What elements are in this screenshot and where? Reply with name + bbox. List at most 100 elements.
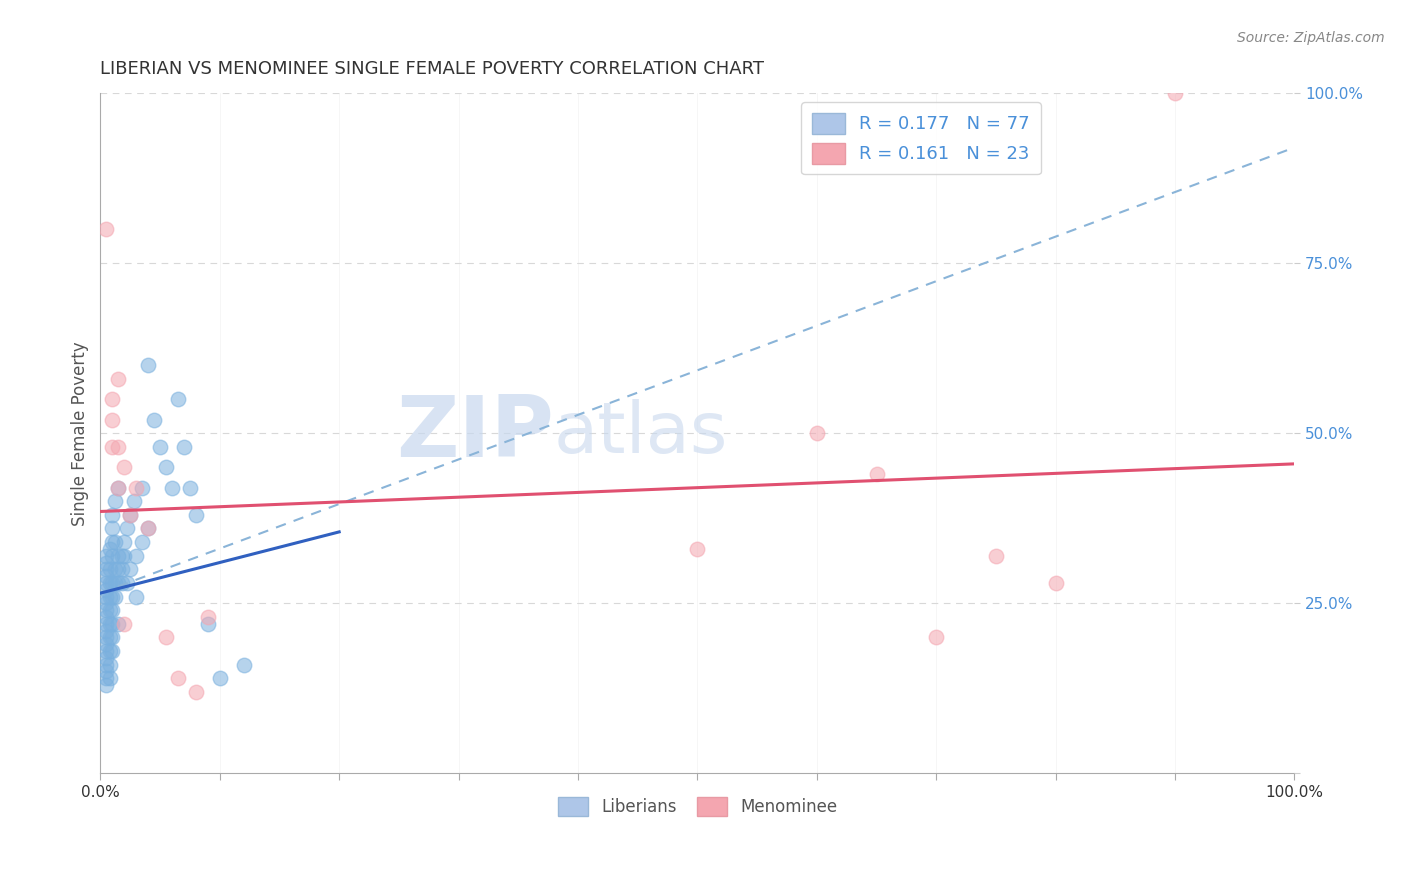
Point [98, 541, 121, 556]
Point [96, 222, 118, 236]
Point [184, 685, 207, 699]
Point [96, 616, 118, 631]
Point [136, 521, 159, 535]
Point [232, 657, 254, 672]
Point [131, 535, 153, 549]
Point [96, 665, 118, 679]
Point [197, 610, 219, 624]
Point [155, 460, 177, 475]
Point [98, 671, 121, 685]
Point [111, 576, 134, 591]
Point [98, 603, 121, 617]
Point [179, 481, 201, 495]
Point [96, 569, 118, 583]
Point [125, 549, 148, 563]
Point [104, 494, 127, 508]
Point [101, 508, 124, 522]
Point [149, 440, 172, 454]
Point [96, 596, 118, 610]
Point [96, 631, 118, 645]
Point [98, 631, 121, 645]
Point [111, 549, 134, 563]
Point [107, 481, 129, 495]
Point [112, 549, 135, 563]
Point [101, 440, 124, 454]
Point [98, 657, 121, 672]
Point [104, 590, 127, 604]
Point [112, 535, 135, 549]
Legend: Liberians, Menominee: Liberians, Menominee [551, 790, 844, 823]
Point [160, 481, 183, 495]
Point [98, 616, 121, 631]
Point [96, 671, 118, 685]
Point [96, 657, 118, 672]
Point [112, 460, 135, 475]
Point [96, 549, 118, 563]
Point [96, 582, 118, 597]
Point [125, 481, 148, 495]
Point [167, 671, 190, 685]
Y-axis label: Single Female Poverty: Single Female Poverty [72, 341, 89, 525]
Point [184, 508, 207, 522]
Point [101, 549, 124, 563]
Point [98, 562, 121, 576]
Point [101, 590, 124, 604]
Point [96, 576, 118, 591]
Point [107, 576, 129, 591]
Point [865, 467, 887, 481]
Point [208, 671, 231, 685]
Point [1164, 86, 1187, 100]
Point [984, 549, 1007, 563]
Point [136, 521, 159, 535]
Point [96, 562, 118, 576]
Point [173, 440, 195, 454]
Point [107, 549, 129, 563]
Point [98, 590, 121, 604]
Point [104, 576, 127, 591]
Point [101, 631, 124, 645]
Text: atlas: atlas [554, 399, 728, 467]
Point [155, 631, 177, 645]
Point [107, 372, 129, 386]
Point [120, 508, 142, 522]
Point [131, 481, 153, 495]
Point [107, 481, 129, 495]
Point [115, 521, 138, 535]
Point [101, 412, 124, 426]
Point [136, 358, 159, 372]
Point [112, 616, 135, 631]
Point [96, 624, 118, 638]
Point [104, 535, 127, 549]
Point [98, 644, 121, 658]
Point [96, 590, 118, 604]
Point [107, 440, 129, 454]
Point [115, 576, 138, 591]
Point [98, 576, 121, 591]
Point [96, 678, 118, 692]
Point [101, 603, 124, 617]
Point [101, 392, 124, 407]
Point [96, 610, 118, 624]
Point [120, 508, 142, 522]
Point [107, 562, 129, 576]
Text: LIBERIAN VS MENOMINEE SINGLE FEMALE POVERTY CORRELATION CHART: LIBERIAN VS MENOMINEE SINGLE FEMALE POVE… [100, 60, 765, 78]
Text: ZIP: ZIP [396, 392, 554, 475]
Point [143, 412, 166, 426]
Point [120, 562, 142, 576]
Point [925, 631, 948, 645]
Point [111, 562, 134, 576]
Point [197, 616, 219, 631]
Point [96, 556, 118, 570]
Point [125, 590, 148, 604]
Point [96, 637, 118, 651]
Point [104, 562, 127, 576]
Point [101, 535, 124, 549]
Point [101, 616, 124, 631]
Point [101, 576, 124, 591]
Point [1045, 576, 1067, 591]
Point [96, 650, 118, 665]
Text: Source: ZipAtlas.com: Source: ZipAtlas.com [1237, 31, 1385, 45]
Point [107, 616, 129, 631]
Point [96, 644, 118, 658]
Point [167, 392, 190, 407]
